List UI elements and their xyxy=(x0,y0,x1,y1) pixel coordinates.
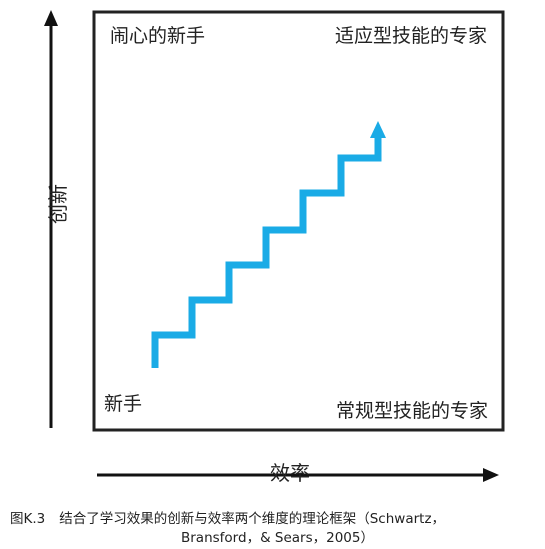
quadrant-label-top-right: 适应型技能的专家 xyxy=(334,25,487,47)
caption-text-1: 结合了学习效果的创新与效率两个维度的理论框架（Schwartz， xyxy=(59,511,446,527)
x-axis-arrowhead xyxy=(483,468,499,482)
staircase-arrow xyxy=(151,121,386,368)
quadrant-frame xyxy=(92,10,505,432)
y-axis-label: 创新 xyxy=(46,184,70,224)
caption-line-2: Bransford，& Sears，2005） xyxy=(181,530,374,546)
quadrant-label-top-left: 闹心的新手 xyxy=(110,25,206,47)
x-axis xyxy=(97,468,499,482)
figure-caption: 图K.3 结合了学习效果的创新与效率两个维度的理论框架（Schwartz， Bra… xyxy=(10,510,535,548)
caption-line-1: 图K.3 结合了学习效果的创新与效率两个维度的理论框架（Schwartz， xyxy=(10,510,535,529)
figure-number: 图K.3 xyxy=(10,511,46,527)
staircase-path xyxy=(151,137,382,368)
x-axis-label: 效率 xyxy=(270,461,310,485)
y-axis-arrowhead xyxy=(44,10,58,26)
staircase-arrowhead xyxy=(370,121,386,138)
quadrant-label-bottom-right: 常规型技能的专家 xyxy=(335,400,488,422)
quadrant-label-bottom-left: 新手 xyxy=(104,393,143,415)
y-axis xyxy=(44,10,58,428)
